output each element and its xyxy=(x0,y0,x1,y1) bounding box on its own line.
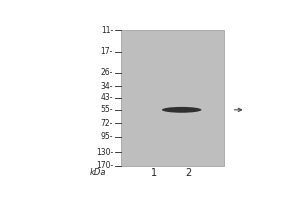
Text: 55-: 55- xyxy=(100,105,113,114)
Bar xyxy=(121,30,224,166)
Text: 130-: 130- xyxy=(96,148,113,157)
Text: 95-: 95- xyxy=(100,132,113,141)
Text: 43-: 43- xyxy=(100,93,113,102)
Text: 170-: 170- xyxy=(96,161,113,170)
Text: 2: 2 xyxy=(185,168,192,178)
Text: 26-: 26- xyxy=(101,68,113,77)
Text: 1: 1 xyxy=(151,168,157,178)
Ellipse shape xyxy=(162,107,201,113)
Text: 72-: 72- xyxy=(101,119,113,128)
Text: 34-: 34- xyxy=(100,82,113,91)
Text: 17-: 17- xyxy=(101,47,113,56)
Text: kDa: kDa xyxy=(90,168,106,177)
Text: 11-: 11- xyxy=(101,26,113,35)
